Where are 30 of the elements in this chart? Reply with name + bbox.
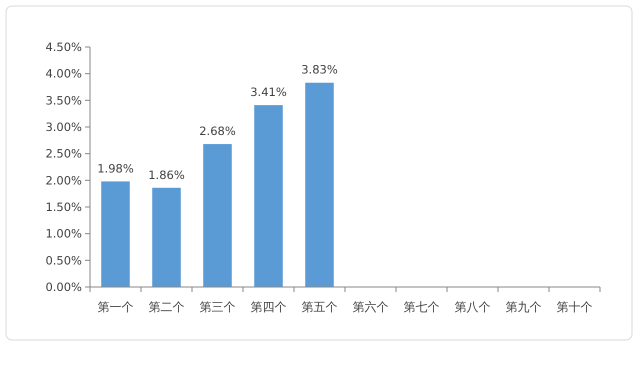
y-tick-label: 1.00%	[45, 226, 82, 241]
x-tick-label: 第四个	[250, 300, 286, 314]
x-tick-label: 第八个	[454, 300, 490, 314]
x-tick-label: 第六个	[352, 300, 388, 314]
y-tick-label: 1.50%	[45, 200, 82, 214]
data-label: 1.86%	[148, 168, 185, 182]
x-tick-label: 第十个	[556, 300, 592, 314]
y-tick-label: 3.50%	[45, 93, 82, 108]
bar	[305, 82, 334, 287]
x-tick-label: 第三个	[200, 300, 236, 314]
y-tick-label: 0.50%	[45, 253, 82, 268]
data-label: 3.83%	[301, 62, 338, 77]
bar	[101, 181, 130, 287]
bar	[203, 144, 232, 287]
y-tick-label: 4.00%	[45, 66, 82, 81]
x-tick-label: 第七个	[404, 300, 440, 314]
y-tick-label: 3.00%	[45, 120, 82, 134]
y-tick-label: 2.50%	[45, 146, 82, 161]
data-label: 2.68%	[199, 124, 236, 138]
data-label: 1.98%	[97, 161, 134, 176]
data-label: 3.41%	[250, 85, 287, 100]
x-tick-label: 第一个	[98, 300, 134, 314]
y-tick-label: 4.50%	[45, 40, 82, 54]
x-tick-label: 第五个	[302, 300, 338, 314]
y-tick-label: 2.00%	[45, 173, 82, 188]
x-tick-label: 第九个	[506, 300, 542, 314]
bar	[152, 188, 181, 287]
y-tick-label: 0.00%	[45, 280, 82, 294]
x-tick-label: 第二个	[148, 300, 184, 314]
bar	[254, 105, 283, 287]
